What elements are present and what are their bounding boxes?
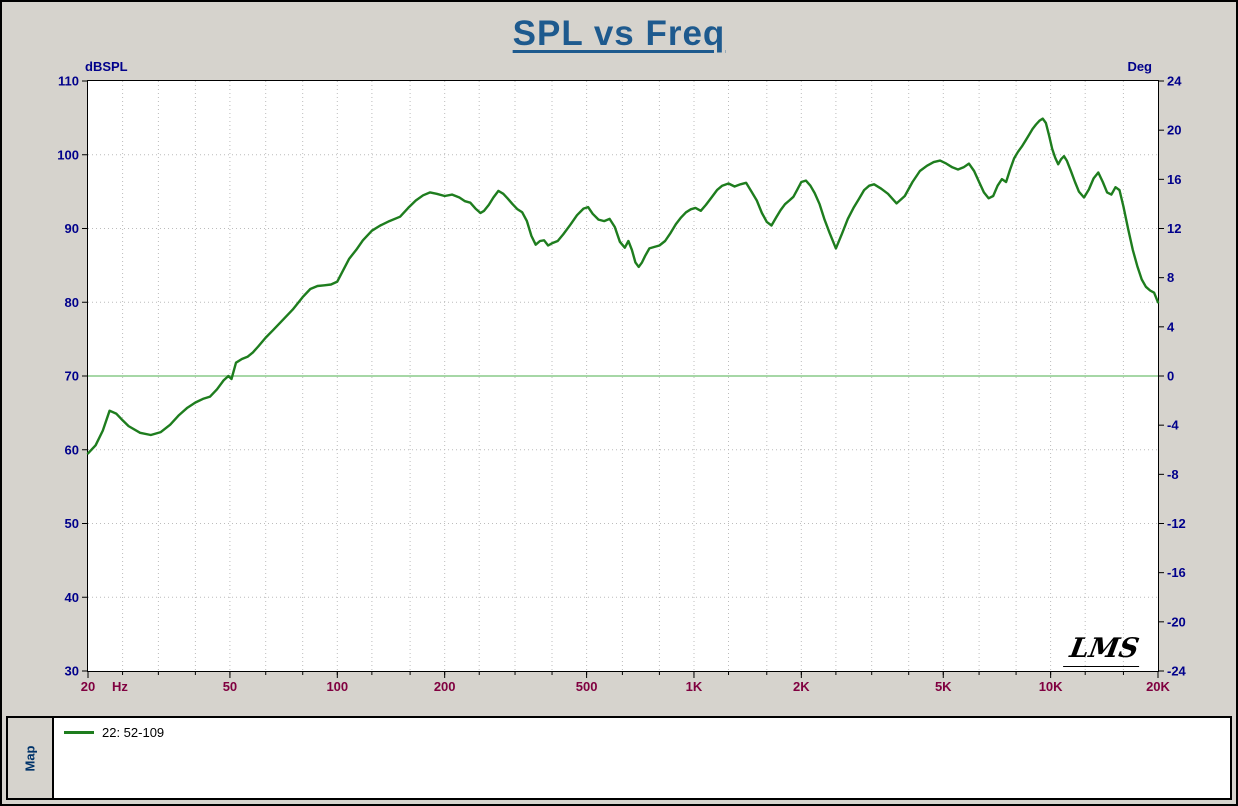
right-tick-label: -12 xyxy=(1167,516,1186,531)
left-tick-label: 70 xyxy=(65,369,79,384)
left-tick-label: 60 xyxy=(65,442,79,457)
left-tick-label: 30 xyxy=(65,664,79,679)
legend-line-swatch xyxy=(64,731,94,734)
x-tick-label: 5K xyxy=(935,679,952,694)
lms-logo: LMS xyxy=(1062,633,1145,667)
legend-area: 22: 52-109 xyxy=(54,718,1230,798)
left-axis-label: dBSPL xyxy=(85,59,128,74)
right-tick-label: -4 xyxy=(1167,418,1179,433)
x-tick-label: 500 xyxy=(576,679,598,694)
right-tick-label: 4 xyxy=(1167,319,1175,334)
left-tick-label: 50 xyxy=(65,516,79,531)
right-tick-label: 16 xyxy=(1167,172,1181,187)
right-tick-label: 12 xyxy=(1167,221,1181,236)
right-tick-label: -24 xyxy=(1167,664,1187,679)
right-tick-label: 0 xyxy=(1167,369,1174,384)
plot-area: 110 100 90 80 70 60 50 40 30 24 20 16 12 8 4 0 -4 -8 -12 -1… xyxy=(57,74,1186,695)
chart-title: SPL vs Freq xyxy=(2,14,1236,54)
right-tick-label: -16 xyxy=(1167,565,1186,580)
plot-svg: 1101009080706050403024201612840-4-8-12-1… xyxy=(57,74,1186,695)
x-tick-label: 20K xyxy=(1146,679,1170,694)
right-tick-label: -20 xyxy=(1167,614,1186,629)
right-tick-label: -8 xyxy=(1167,467,1179,482)
left-tick-label: 80 xyxy=(65,295,79,310)
left-tick-label: 110 xyxy=(58,74,79,89)
x-tick-label: 20 xyxy=(81,679,95,694)
left-tick-label: 100 xyxy=(57,147,79,162)
chart-title-text: SPL vs Freq xyxy=(512,14,726,53)
x-axis-unit-label: Hz xyxy=(112,679,128,694)
legend-item[interactable]: 22: 52-109 xyxy=(64,725,1220,740)
right-axis-label: Deg xyxy=(1127,59,1152,74)
left-tick-label: 90 xyxy=(65,221,79,236)
x-tick-label: 50 xyxy=(223,679,237,694)
map-panel: Map 22: 52-109 xyxy=(6,716,1232,800)
right-tick-label: 24 xyxy=(1167,74,1182,89)
x-tick-label: 200 xyxy=(434,679,456,694)
map-tab[interactable]: Map xyxy=(8,718,54,798)
left-tick-label: 40 xyxy=(65,590,79,605)
spl-curve xyxy=(86,117,1160,455)
right-tick-label: 20 xyxy=(1167,123,1181,138)
map-tab-label: Map xyxy=(22,745,38,771)
x-tick-label: 100 xyxy=(326,679,348,694)
x-tick-label: 2K xyxy=(793,679,810,694)
x-tick-label: 1K xyxy=(686,679,703,694)
x-tick-label: 10K xyxy=(1039,679,1063,694)
right-tick-label: 8 xyxy=(1167,270,1174,285)
legend-label: 22: 52-109 xyxy=(102,725,165,740)
